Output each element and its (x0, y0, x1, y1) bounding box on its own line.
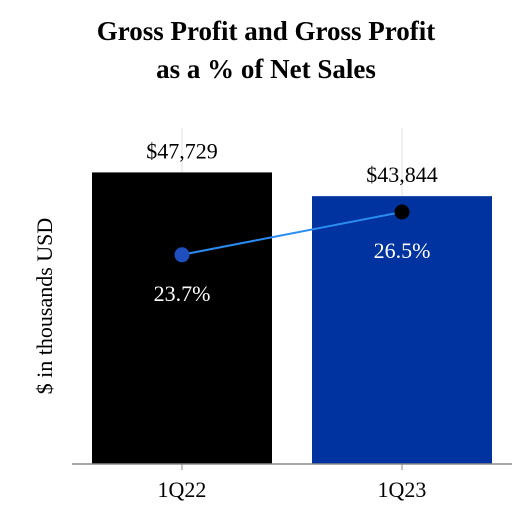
percent-point-1q23 (394, 204, 410, 220)
x-tick-label-1q22: 1Q22 (158, 477, 207, 502)
percent-point-1q22 (174, 247, 190, 263)
x-tick-labels: 1Q22 1Q23 (158, 464, 427, 502)
percent-line (181, 211, 403, 256)
bar-label-1q23: $43,844 (366, 162, 438, 187)
bar-label-1q22: $47,729 (146, 138, 218, 163)
percent-label-1q22: 23.7% (154, 281, 211, 306)
chart-title: Gross Profit and Gross Profit as a % of … (0, 12, 532, 88)
line-series (174, 204, 410, 263)
bar-1q22 (92, 172, 272, 465)
data-labels: $47,729 $43,844 23.7% 26.5% (146, 138, 438, 305)
x-tick-label-1q23: 1Q23 (378, 477, 427, 502)
y-axis-label: $ in thousands USD (32, 218, 57, 395)
chart-title-line-1: Gross Profit and Gross Profit (96, 16, 436, 46)
bar-1q23 (312, 196, 492, 464)
percent-label-1q23: 26.5% (374, 238, 431, 263)
chart-title-line-2: as a % of Net Sales (156, 54, 376, 84)
bars (92, 172, 492, 465)
